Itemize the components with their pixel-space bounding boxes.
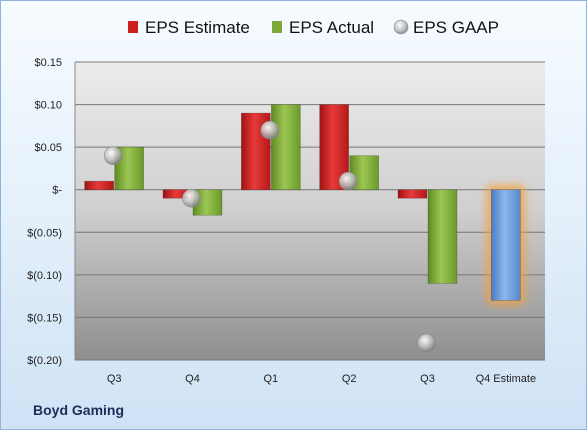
eps-gaap-marker [417, 333, 436, 353]
y-tick-label: $(0.10) [27, 270, 62, 282]
plot-area [75, 62, 545, 360]
eps-estimate-forecast-bar [490, 189, 521, 301]
x-tick-label: Q1 [263, 373, 278, 385]
y-tick-label: $- [52, 185, 62, 197]
eps-estimate-bar [84, 180, 115, 191]
legend-eps-estimate-label: EPS Estimate [145, 18, 250, 37]
x-tick-label: Q3 [107, 373, 122, 385]
legend-eps-gaap-label: EPS GAAP [413, 18, 499, 37]
legend-eps-actual-label: EPS Actual [289, 18, 374, 37]
legend-eps-estimate-swatch [128, 21, 138, 33]
eps-gaap-marker [182, 188, 201, 208]
company-name: Boyd Gaming [33, 402, 125, 418]
x-tick-label: Q4 [185, 373, 200, 385]
y-tick-label: $0.15 [34, 57, 62, 69]
eps-estimate-bar [397, 189, 428, 199]
x-tick-label: Q3 [420, 373, 435, 385]
y-tick-label: $(0.15) [27, 312, 62, 324]
eps-actual-bar [427, 189, 458, 284]
x-tick-label: Q4 Estimate [476, 373, 537, 385]
y-tick-label: $(0.05) [27, 227, 62, 239]
eps-actual-bar [270, 104, 301, 191]
legend-eps-actual-swatch [272, 21, 282, 33]
eps-gaap-marker [338, 171, 358, 191]
x-tick-label: Q2 [342, 373, 357, 385]
y-tick-label: $0.05 [34, 142, 62, 154]
legend-eps-gaap-swatch [393, 19, 409, 35]
y-tick-label: $0.10 [34, 100, 62, 112]
eps-gaap-marker [260, 120, 280, 140]
eps-gaap-marker [103, 146, 123, 165]
y-tick-label: $(0.20) [27, 355, 62, 367]
